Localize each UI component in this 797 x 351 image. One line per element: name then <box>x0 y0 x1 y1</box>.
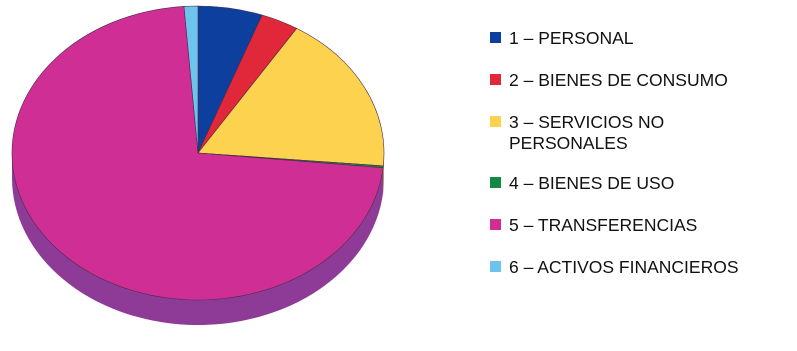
legend-swatch-bienes-de-consumo <box>490 74 501 85</box>
legend-item-bienes-de-consumo: 2 – BIENES DE CONSUMO <box>490 70 790 91</box>
legend-label-bienes-de-consumo: 2 – BIENES DE CONSUMO <box>509 70 728 90</box>
legend-label-activos-financieros: 6 – ACTIVOS FINANCIEROS <box>509 257 739 277</box>
legend-swatch-bienes-de-uso <box>490 177 501 188</box>
legend-item-transferencias: 5 – TRANSFERENCIAS <box>490 215 790 236</box>
pie-slices <box>11 5 385 301</box>
legend-item-bienes-de-uso: 4 – BIENES DE USO <box>490 173 790 194</box>
legend-label-transferencias: 5 – TRANSFERENCIAS <box>509 215 698 235</box>
pie-slice-activos-financieros <box>183 5 199 154</box>
legend-label-bienes-de-uso: 4 – BIENES DE USO <box>509 173 675 193</box>
legend-item-personal: 1 – PERSONAL <box>490 28 790 49</box>
legend-swatch-servicios-no-personales <box>490 116 501 127</box>
legend-label-personal: 1 – PERSONAL <box>509 28 634 48</box>
pie-slice-servicios-no-personales <box>197 28 385 167</box>
legend-swatch-activos-financieros <box>490 261 501 272</box>
legend-swatch-transferencias <box>490 219 501 230</box>
legend-item-activos-financieros: 6 – ACTIVOS FINANCIEROS <box>490 257 790 278</box>
legend-swatch-personal <box>490 32 501 43</box>
legend-item-servicios-no-personales: 3 – SERVICIOS NO PERSONALES <box>490 112 790 154</box>
chart-legend: 1 – PERSONAL 2 – BIENES DE CONSUMO 3 – S… <box>490 28 790 299</box>
pie-slice-transferencias <box>11 6 384 301</box>
pie-side-transferencias <box>12 153 384 325</box>
legend-label-servicios-no-personales: 3 – SERVICIOS NO PERSONALES <box>509 112 665 153</box>
